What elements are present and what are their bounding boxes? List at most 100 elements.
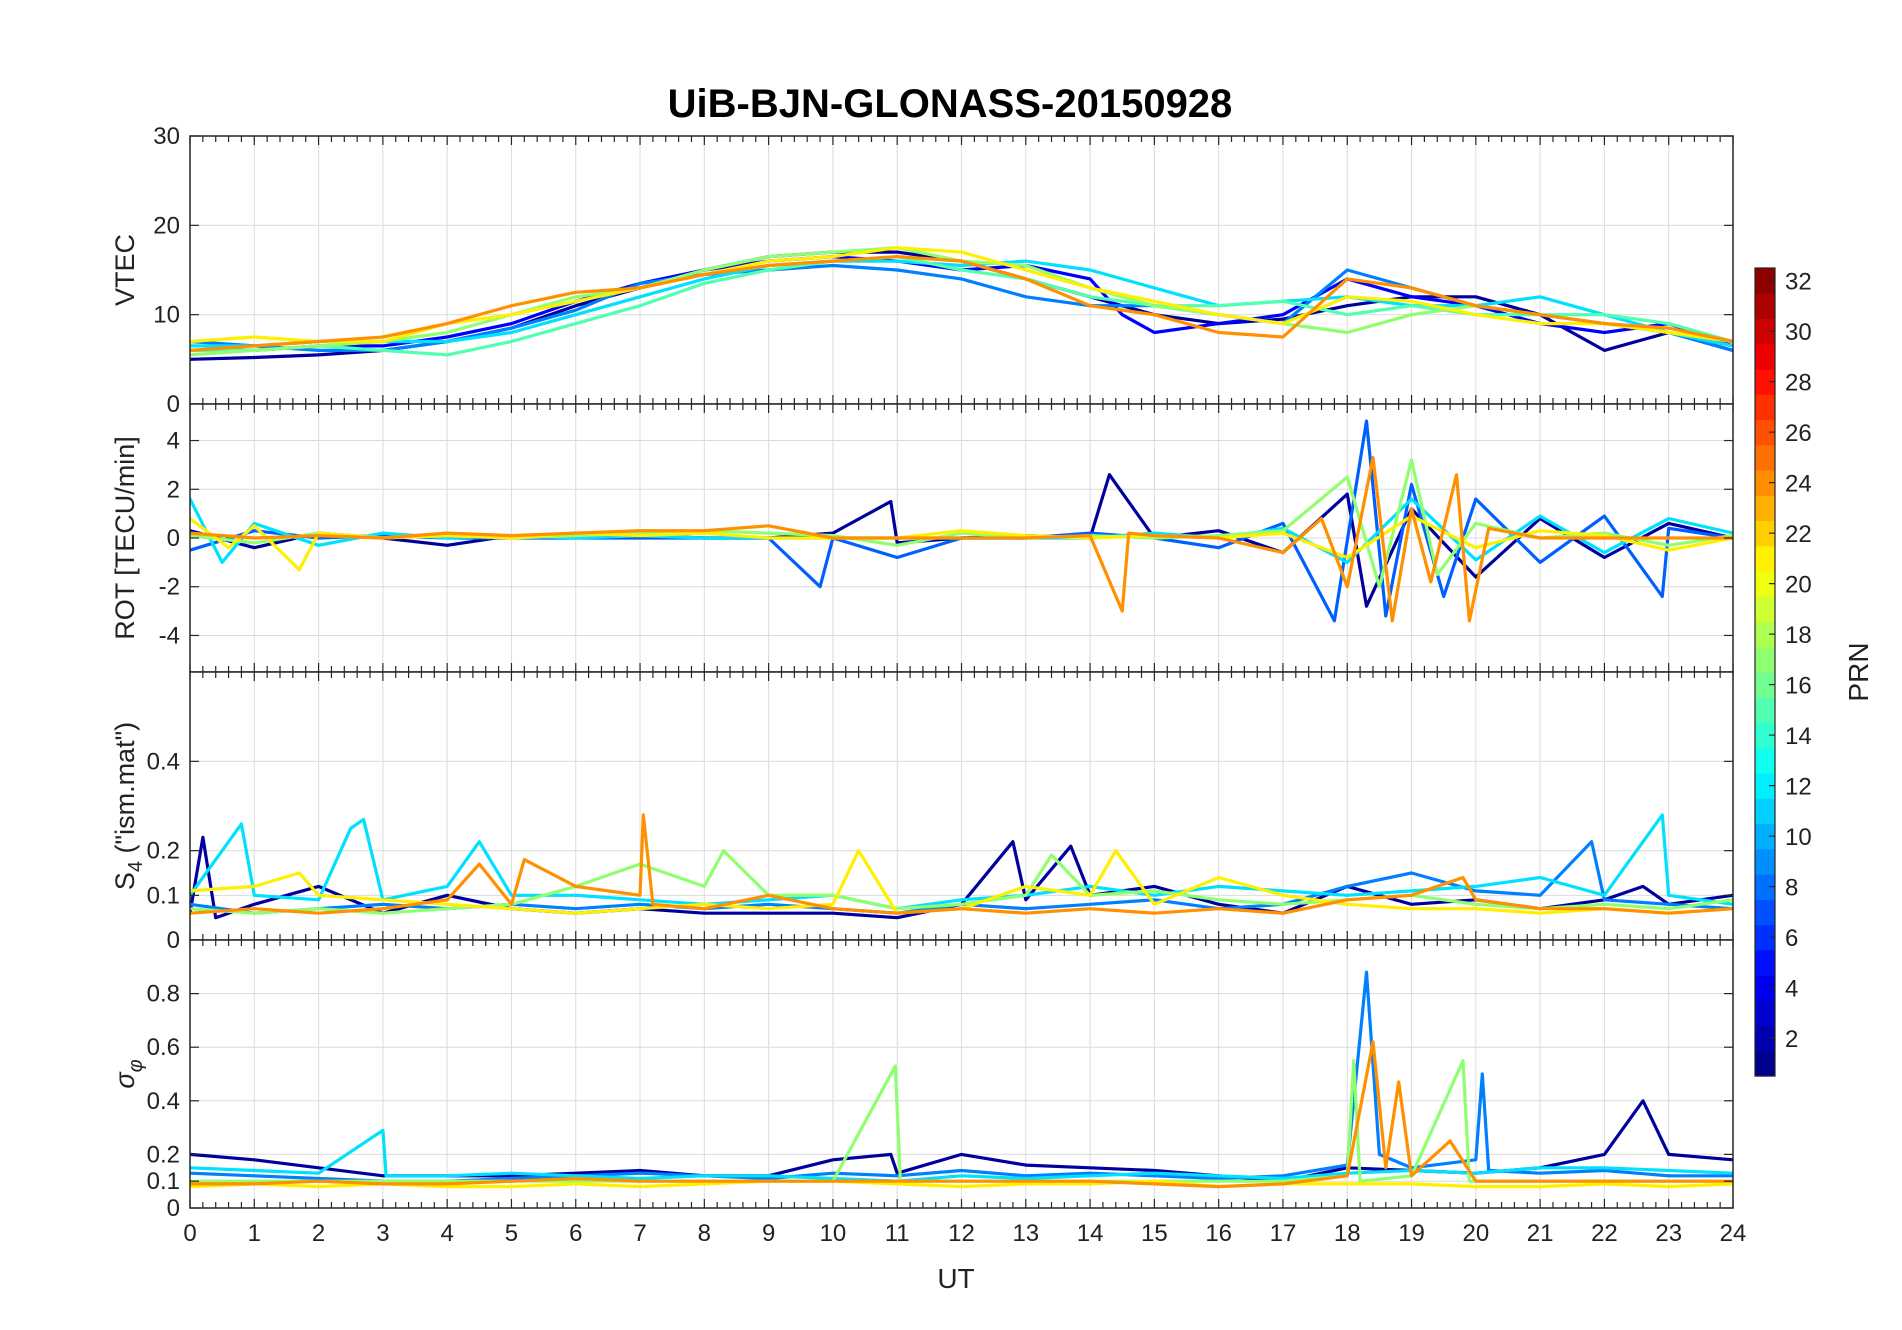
series-line-prn-20	[190, 1179, 1733, 1189]
x-tick-label: 18	[1334, 1220, 1361, 1247]
y-tick-label: -4	[159, 622, 180, 649]
y-tick-label: 30	[153, 123, 180, 150]
x-tick-label: 10	[820, 1220, 847, 1247]
y-tick-label: 0.4	[147, 1088, 180, 1115]
panel-vtec: 0 10 20 30 VTEC	[110, 123, 1734, 418]
y-axis-label: σφ	[110, 1059, 147, 1088]
colorbar-tick-label: 14	[1785, 723, 1812, 750]
y-tick-label: 0.8	[147, 981, 180, 1008]
y-tick-label: 0	[167, 1195, 180, 1222]
y-tick-label: -2	[159, 574, 180, 601]
x-tick-label: 14	[1077, 1220, 1104, 1247]
x-tick-label: 4	[440, 1220, 453, 1247]
colorbar-label: PRN	[1843, 642, 1874, 701]
colorbar-segment	[1755, 520, 1775, 547]
colorbar-tick-label: 28	[1785, 370, 1812, 397]
colorbar-tick-label: 4	[1785, 976, 1798, 1003]
series-group	[190, 813, 1733, 920]
x-tick-label: 5	[505, 1220, 518, 1247]
x-tick-label: 0	[183, 1220, 196, 1247]
x-tick-label: 13	[1012, 1220, 1039, 1247]
colorbar-segment	[1755, 823, 1775, 850]
colorbar-segment	[1755, 949, 1775, 976]
y-tick-label: 0	[167, 391, 180, 418]
y-tick-label: 4	[167, 428, 180, 455]
colorbar-segment	[1755, 369, 1775, 395]
y-axis-label-part: ("ism.mat")	[110, 722, 140, 861]
colorbar-segment	[1755, 268, 1775, 294]
series-line-prn-24	[190, 255, 1733, 352]
series-group	[190, 419, 1733, 623]
y-tick-label: 0.4	[147, 748, 180, 775]
colorbar-segment	[1755, 470, 1775, 496]
panel-rot: -4 -2 0 2 4 ROT [TECU/min]	[110, 403, 1734, 673]
colorbar-segment	[1755, 343, 1775, 370]
x-tick-label: 16	[1205, 1220, 1232, 1247]
colorbar-segment	[1755, 394, 1775, 421]
colorbar-segment	[1755, 318, 1775, 345]
y-tick-label: 2	[167, 476, 180, 503]
colorbar-tick-label: 30	[1785, 319, 1812, 346]
y-axis-label-subscript: 4	[125, 861, 147, 872]
y-tick-label: 0.1	[147, 1168, 180, 1195]
x-tick-labels: 0 1 2 3 4 5 6 7 8 9 10 11 12 13 14 15 16 17 18 19 20 21 22 23 24	[183, 1220, 1746, 1247]
colorbar-segment	[1755, 571, 1775, 597]
colorbar-segment	[1755, 293, 1775, 320]
colorbar-segment	[1755, 646, 1775, 673]
colorbar-segment	[1755, 773, 1775, 799]
x-axis-label: UT	[937, 1263, 974, 1294]
colorbar-segment	[1755, 495, 1775, 522]
colorbar-segment	[1755, 722, 1775, 749]
colorbar-tick-label: 26	[1785, 420, 1812, 447]
x-tick-label: 3	[376, 1220, 389, 1247]
series-group	[190, 246, 1733, 361]
y-axis-label: S4 ("ism.mat")	[110, 722, 147, 890]
colorbar-segment	[1755, 672, 1775, 698]
colorbar-tick-label: 16	[1785, 673, 1812, 700]
colorbar-frame	[1754, 267, 1776, 1077]
colorbar-segment	[1755, 419, 1775, 446]
x-tick-label: 24	[1720, 1220, 1747, 1247]
colorbar-tick-label: 18	[1785, 622, 1812, 649]
colorbar-segment	[1755, 975, 1775, 1001]
x-tick-label: 17	[1270, 1220, 1297, 1247]
x-tick-label: 12	[948, 1220, 975, 1247]
panel-sigma: 00.10.2 0.4 0.6 0.8 σφ	[110, 939, 1734, 1222]
y-tick-label: 0.6	[147, 1034, 180, 1061]
y-tick-label: 0	[167, 927, 180, 954]
x-tick-label: 21	[1527, 1220, 1554, 1247]
panel-s4: 00.10.20.4S4 ("ism.mat")	[110, 671, 1734, 954]
y-axis-label-part: S	[110, 872, 140, 890]
x-tick-label: 7	[633, 1220, 646, 1247]
colorbar-tick-label: 32	[1785, 269, 1812, 296]
y-axis-label-subscript: φ	[125, 1059, 147, 1072]
colorbar-segment	[1755, 621, 1775, 648]
colorbar-segment	[1755, 874, 1775, 900]
y-axis-label-part: σ	[110, 1071, 140, 1089]
colorbar-tick-label: 6	[1785, 925, 1798, 952]
colorbar-segment	[1755, 924, 1775, 951]
series-line-prn-24	[190, 456, 1733, 623]
x-tick-label: 15	[1141, 1220, 1168, 1247]
y-tick-label: 0.1	[147, 882, 180, 909]
x-tick-label: 22	[1591, 1220, 1618, 1247]
colorbar-segment	[1755, 1025, 1775, 1052]
x-tick-label: 23	[1655, 1220, 1682, 1247]
series-line-prn-24	[190, 1040, 1733, 1189]
y-tick-label: 0.2	[147, 838, 180, 865]
colorbar-segment	[1755, 545, 1775, 572]
y-axis-label: VTEC	[110, 234, 140, 306]
colorbar-segment	[1755, 596, 1775, 623]
y-tick-label: 0.2	[147, 1141, 180, 1168]
colorbar-tick-label: 10	[1785, 824, 1812, 851]
colorbar-segment	[1755, 1000, 1775, 1027]
colorbar-segment	[1755, 1050, 1775, 1077]
colorbar-segment	[1755, 848, 1775, 875]
colorbar-tick-label: 22	[1785, 521, 1812, 548]
colorbar-segment	[1755, 697, 1775, 724]
x-tick-label: 2	[312, 1220, 325, 1247]
colorbar-tick-label: 8	[1785, 875, 1798, 902]
